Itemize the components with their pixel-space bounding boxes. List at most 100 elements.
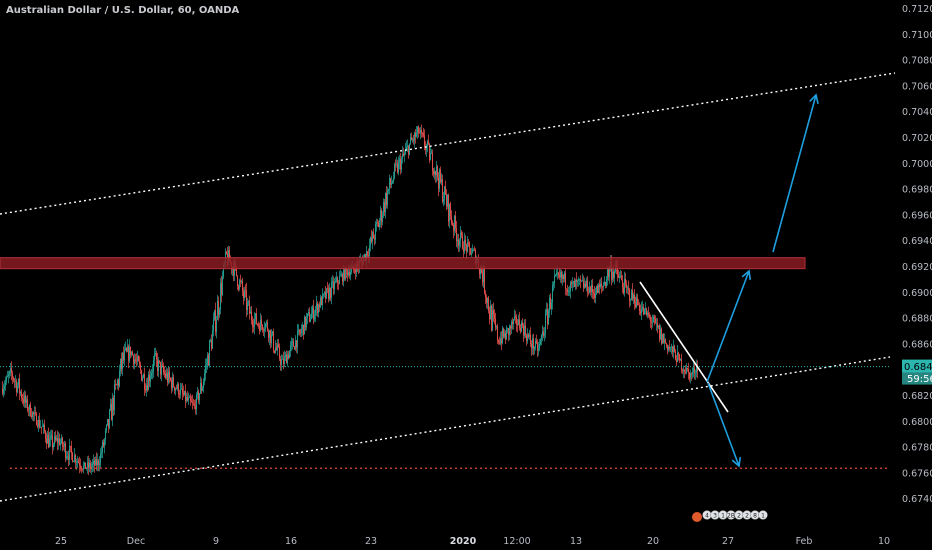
candle-body <box>122 352 123 369</box>
candle-body <box>493 309 494 315</box>
candle-body <box>498 339 499 343</box>
candle-body <box>694 367 695 374</box>
candle-body <box>315 309 316 315</box>
candle-body <box>614 271 615 279</box>
candle-body <box>133 355 134 364</box>
candle-body <box>520 327 521 332</box>
candle-body <box>696 366 697 373</box>
candle-body <box>397 163 398 173</box>
candle-body <box>481 266 482 273</box>
candle-body <box>189 397 190 399</box>
candle-body <box>250 311 251 314</box>
candle-body <box>236 265 237 276</box>
candle-body <box>437 166 438 178</box>
candle-body <box>531 344 532 349</box>
candle-body <box>338 282 339 284</box>
candle-body <box>543 331 544 336</box>
price-axis[interactable]: 0.71200 0.71000 0.70800 0.70600 0.70400 0.702… <box>902 4 932 505</box>
candle-body <box>417 126 418 133</box>
candle-body <box>313 306 314 320</box>
candle-body <box>297 331 298 348</box>
candle-body <box>663 334 664 343</box>
candle-body <box>339 276 340 284</box>
candle-body <box>262 325 263 330</box>
candle-body <box>558 272 559 275</box>
candle-body <box>30 404 31 416</box>
candle-body <box>334 282 335 290</box>
candle-body <box>247 302 248 310</box>
candle-body <box>314 314 315 320</box>
price-tick-label: 0.71200 <box>902 4 932 15</box>
price-tick-label: 0.70000 <box>902 159 932 170</box>
candle-body <box>408 145 409 155</box>
candle-body <box>405 149 406 154</box>
candle-body <box>12 373 13 378</box>
candle-body <box>88 462 89 468</box>
price-tick-label: 0.70400 <box>902 107 932 118</box>
candle-body <box>592 285 593 292</box>
candle-body <box>597 286 598 294</box>
candle-body <box>429 143 430 161</box>
candle-body <box>508 328 509 335</box>
candle-body <box>617 267 618 275</box>
candle-body <box>317 303 318 314</box>
candle-body <box>286 354 287 364</box>
candle-body <box>444 186 445 200</box>
candle-body <box>289 350 290 359</box>
candle-body <box>447 195 448 207</box>
candle-body <box>309 312 310 322</box>
candle-body <box>509 326 510 335</box>
candle-body <box>599 284 600 288</box>
candle-body <box>62 437 63 447</box>
candle-body <box>168 371 169 382</box>
candle-body <box>640 311 641 314</box>
candle-body <box>604 282 605 286</box>
candle-body <box>226 251 227 254</box>
candle-body <box>649 314 650 317</box>
candle-body <box>371 237 372 242</box>
candle-body <box>139 361 140 365</box>
candle-body <box>491 305 492 331</box>
candle-body <box>350 271 351 276</box>
candle-body <box>499 342 500 344</box>
candle-body <box>186 396 187 402</box>
candle-body <box>448 195 449 222</box>
candle-body <box>515 316 516 317</box>
candle-body <box>528 334 529 337</box>
candle-body <box>479 268 480 275</box>
candle-body <box>485 293 486 298</box>
candle-body <box>467 242 468 252</box>
time-tick-label: 20 <box>647 536 659 547</box>
price-tick-label: 0.70600 <box>902 81 932 92</box>
candle-body <box>661 328 662 344</box>
candle-body <box>218 301 219 315</box>
candle-body <box>468 242 469 244</box>
candle-body <box>31 415 32 418</box>
candle-body <box>55 436 56 440</box>
candle-body <box>564 272 565 279</box>
candle-body <box>74 455 75 462</box>
candle-body <box>622 280 623 288</box>
candle-body <box>463 249 464 252</box>
candle-body <box>302 324 303 330</box>
candle-body <box>182 388 183 394</box>
candle-body <box>533 338 534 349</box>
candle-body <box>379 220 380 228</box>
candle-body <box>216 319 217 332</box>
time-axis[interactable]: 25 Dec 9 16 23 2020 12:00 13 20 27 Feb 10 <box>55 536 890 547</box>
candle-body <box>657 322 658 328</box>
price-tick-label: 0.70200 <box>902 133 932 144</box>
candle-body <box>300 332 301 334</box>
candle-body <box>265 324 266 329</box>
price-tick-label: 0.67400 <box>902 494 932 505</box>
candle-body <box>418 126 419 134</box>
event-markers[interactable]: 4 3 1 2B 2 2 8 1 <box>692 510 768 523</box>
candle-body <box>77 461 78 463</box>
candle-body <box>160 361 161 375</box>
candle-body <box>195 405 196 410</box>
candle-body <box>129 346 130 361</box>
candle-body <box>201 382 202 391</box>
candle-body <box>117 380 118 385</box>
candle-body <box>275 347 276 353</box>
